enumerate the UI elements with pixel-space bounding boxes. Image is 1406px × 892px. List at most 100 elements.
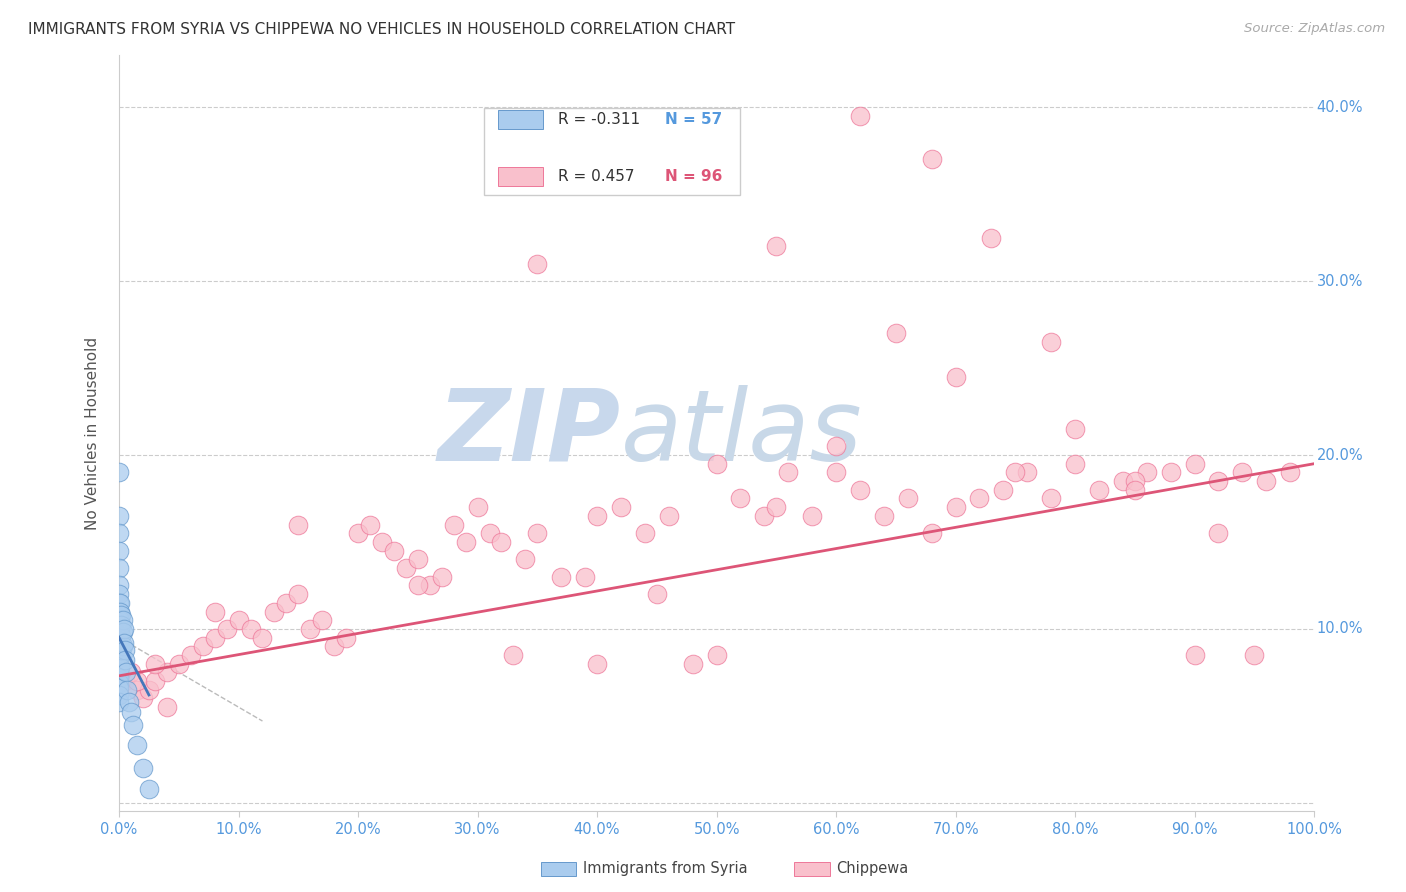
- Point: [108, 644, 131, 658]
- Text: N = 96: N = 96: [665, 169, 723, 184]
- Text: IMMIGRANTS FROM SYRIA VS CHIPPEWA NO VEHICLES IN HOUSEHOLD CORRELATION CHART: IMMIGRANTS FROM SYRIA VS CHIPPEWA NO VEH…: [28, 22, 735, 37]
- Point: [110, 640, 132, 654]
- Point: [1064, 422, 1087, 436]
- Point: [110, 596, 132, 610]
- Point: [112, 622, 135, 636]
- Point: [1232, 466, 1254, 480]
- Point: [754, 508, 776, 523]
- Point: [108, 671, 131, 685]
- Point: [114, 653, 136, 667]
- Point: [478, 526, 501, 541]
- Point: [706, 648, 728, 662]
- Point: [491, 535, 513, 549]
- Point: [110, 660, 132, 674]
- Text: R = -0.311: R = -0.311: [558, 112, 640, 128]
- Point: [110, 613, 132, 627]
- Point: [502, 648, 524, 662]
- Point: [1256, 474, 1278, 488]
- Point: [215, 622, 238, 636]
- Point: [359, 517, 381, 532]
- Point: [1123, 483, 1146, 497]
- Point: [204, 631, 226, 645]
- Point: [550, 570, 572, 584]
- Point: [114, 674, 136, 689]
- Point: [108, 662, 131, 676]
- Point: [1112, 474, 1135, 488]
- Point: [765, 239, 787, 253]
- Point: [108, 638, 131, 652]
- Point: [825, 439, 848, 453]
- Point: [778, 466, 800, 480]
- FancyBboxPatch shape: [484, 108, 741, 195]
- Point: [108, 625, 131, 640]
- Point: [1064, 457, 1087, 471]
- Point: [945, 500, 967, 515]
- Point: [1088, 483, 1111, 497]
- Point: [122, 717, 145, 731]
- Point: [115, 665, 138, 680]
- Point: [132, 761, 155, 775]
- Point: [323, 640, 346, 654]
- Point: [347, 526, 370, 541]
- Point: [108, 658, 131, 673]
- Point: [921, 153, 943, 167]
- Point: [228, 613, 250, 627]
- Point: [110, 648, 132, 662]
- Point: [156, 665, 179, 680]
- Point: [110, 629, 132, 643]
- Point: [526, 257, 548, 271]
- Point: [645, 587, 668, 601]
- Point: [120, 665, 142, 680]
- Point: [138, 781, 160, 796]
- Point: [682, 657, 704, 671]
- Point: [108, 675, 131, 690]
- Point: [969, 491, 991, 506]
- Point: [335, 631, 357, 645]
- Point: [1208, 474, 1230, 488]
- Point: [515, 552, 537, 566]
- Text: 10.0%: 10.0%: [1316, 622, 1362, 636]
- Point: [849, 483, 872, 497]
- Point: [1184, 648, 1206, 662]
- Point: [108, 655, 131, 669]
- Point: [167, 657, 190, 671]
- Point: [125, 739, 148, 753]
- Point: [730, 491, 752, 506]
- Point: [430, 570, 453, 584]
- Point: [1243, 648, 1265, 662]
- Point: [765, 500, 787, 515]
- Point: [108, 648, 131, 662]
- Point: [1136, 466, 1159, 480]
- Point: [111, 625, 134, 640]
- Point: [263, 605, 285, 619]
- Point: [610, 500, 633, 515]
- Point: [108, 622, 131, 636]
- Text: Source: ZipAtlas.com: Source: ZipAtlas.com: [1244, 22, 1385, 36]
- Point: [873, 508, 896, 523]
- Point: [108, 651, 131, 665]
- Point: [114, 642, 136, 657]
- Point: [382, 543, 405, 558]
- Point: [120, 706, 142, 720]
- Point: [1160, 466, 1182, 480]
- Text: ZIP: ZIP: [437, 384, 621, 482]
- Point: [825, 466, 848, 480]
- Point: [706, 457, 728, 471]
- Point: [526, 526, 548, 541]
- Point: [801, 508, 824, 523]
- Point: [467, 500, 489, 515]
- Point: [108, 578, 131, 592]
- Point: [138, 682, 160, 697]
- Point: [1004, 466, 1026, 480]
- Point: [111, 613, 134, 627]
- Point: [921, 526, 943, 541]
- Point: [108, 640, 131, 655]
- Point: [1040, 491, 1063, 506]
- Point: [287, 587, 309, 601]
- Point: [108, 688, 131, 702]
- Point: [406, 552, 429, 566]
- Point: [419, 578, 441, 592]
- Text: 20.0%: 20.0%: [1316, 448, 1362, 463]
- Point: [1208, 526, 1230, 541]
- Point: [108, 561, 131, 575]
